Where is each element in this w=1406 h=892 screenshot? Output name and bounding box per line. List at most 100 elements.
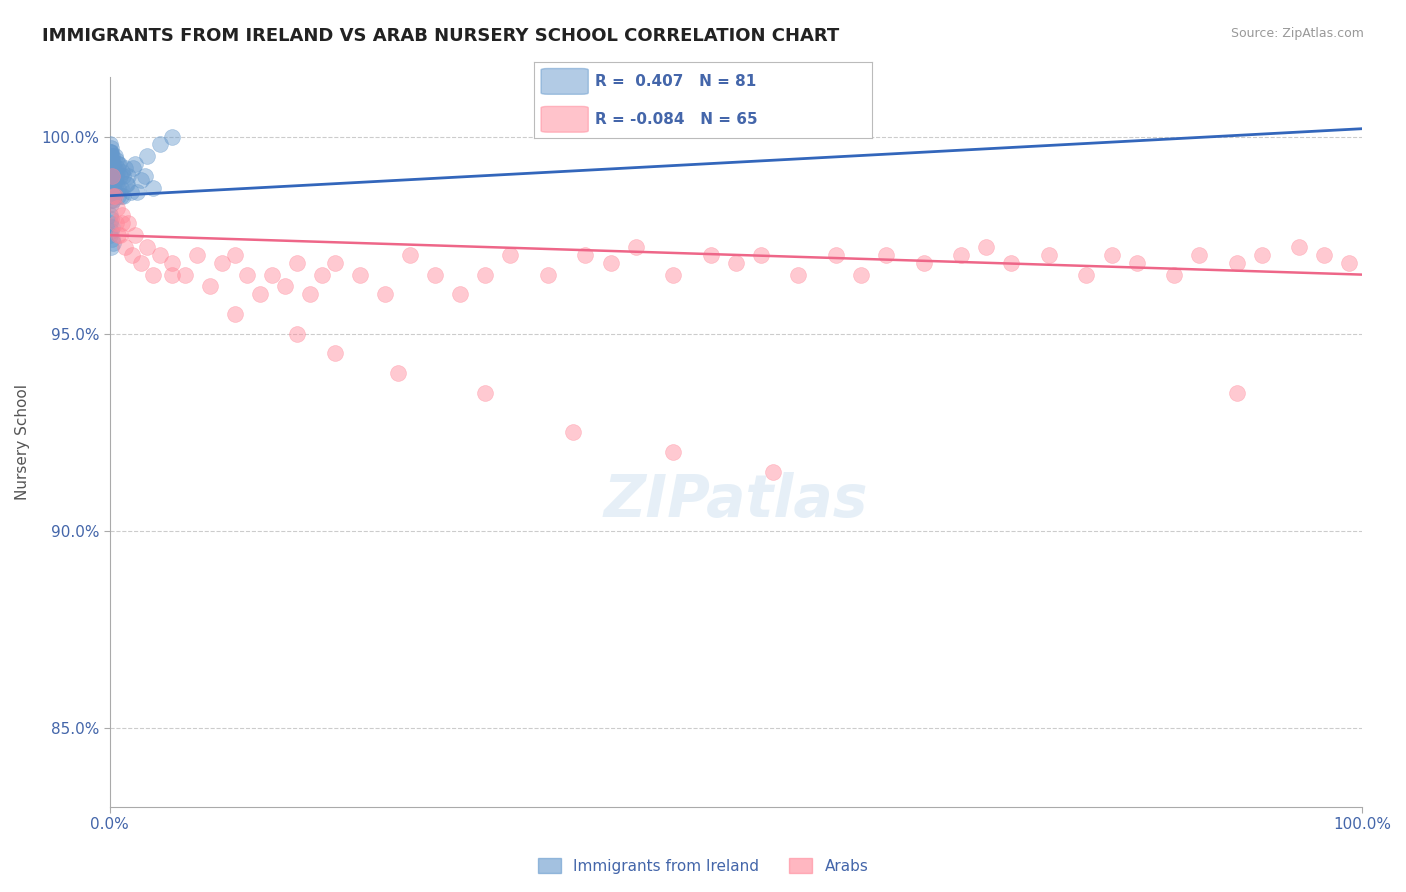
Point [104,216,127,230]
Point [98,216,121,230]
Point [103,177,125,191]
Point [186,248,208,262]
Point [142,181,165,195]
Point [100,153,122,168]
Text: Source: ZipAtlas.com: Source: ZipAtlas.com [1230,27,1364,40]
Point [114,177,136,191]
Point [198,279,221,293]
Point [108,228,131,243]
Point [100,145,122,160]
Point [98,161,121,175]
Point [103,173,125,187]
Point [107,188,129,202]
Point [387,366,409,380]
Point [323,256,346,270]
Point [274,279,297,293]
Point [136,240,159,254]
Point [100,181,122,195]
Point [149,248,172,262]
Point [100,196,122,211]
Point [1125,256,1147,270]
Point [98,177,121,191]
Point [114,240,136,254]
Point [101,153,124,168]
Point [912,256,935,270]
Point [101,181,124,195]
Point [323,346,346,360]
Point [103,161,125,175]
Point [100,181,122,195]
Point [105,201,128,215]
Point [103,165,125,179]
Point [122,161,145,175]
Point [100,173,122,187]
Point [1250,248,1272,262]
Point [103,188,125,202]
Point [101,169,124,183]
Point [98,137,121,152]
Point [104,169,127,183]
Point [103,169,125,183]
Point [121,248,143,262]
Point [224,307,246,321]
Point [1038,248,1060,262]
Point [173,268,195,282]
Point [111,209,134,223]
Point [104,153,127,168]
Point [849,268,872,282]
Point [449,287,471,301]
Point [105,177,128,191]
Point [101,173,124,187]
Point [142,268,165,282]
Point [624,240,647,254]
FancyBboxPatch shape [541,106,588,132]
Point [129,173,152,187]
Point [98,228,121,243]
Point [236,268,259,282]
Point [100,169,122,183]
Point [112,188,135,202]
Point [749,248,772,262]
Point [100,232,122,246]
Point [160,129,183,144]
Point [349,268,371,282]
Point [129,256,152,270]
Point [98,145,121,160]
Point [111,165,134,179]
Point [108,157,131,171]
Point [825,248,848,262]
Point [399,248,422,262]
Point [1339,256,1361,270]
Point [105,161,128,175]
Point [101,169,124,183]
Point [537,268,560,282]
Text: R = -0.084   N = 65: R = -0.084 N = 65 [595,112,758,127]
Point [104,185,127,199]
Point [100,149,122,163]
Text: ZIPatlas: ZIPatlas [603,472,868,529]
Point [100,161,122,175]
Point [107,228,129,243]
Point [1076,268,1098,282]
Point [1188,248,1211,262]
Point [249,287,271,301]
Point [100,157,122,171]
Point [101,220,124,235]
Point [101,235,124,250]
Point [98,149,121,163]
Point [100,157,122,171]
Point [136,149,159,163]
Point [474,385,496,400]
Point [1000,256,1022,270]
Point [100,240,122,254]
Point [124,228,146,243]
Point [134,169,156,183]
Point [107,157,129,171]
Point [287,256,309,270]
Point [662,445,685,459]
Point [105,165,128,179]
Point [111,169,134,183]
Point [374,287,396,301]
Legend: Immigrants from Ireland, Arabs: Immigrants from Ireland, Arabs [531,852,875,880]
Point [124,157,146,171]
